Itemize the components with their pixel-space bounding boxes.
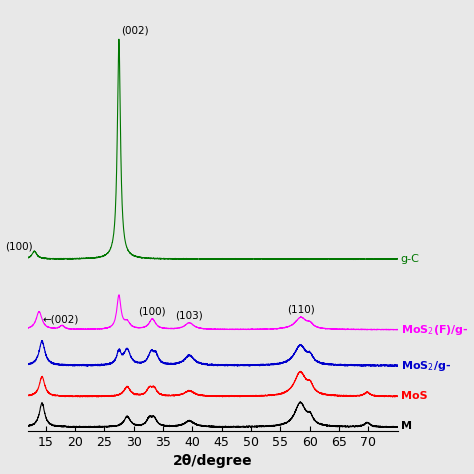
Text: g-C: g-C xyxy=(401,254,419,264)
X-axis label: 2θ/degree: 2θ/degree xyxy=(173,455,253,468)
Text: (002): (002) xyxy=(121,25,149,35)
Text: (100): (100) xyxy=(6,242,33,252)
Text: MoS$_2$/g-: MoS$_2$/g- xyxy=(401,359,451,373)
Text: (100): (100) xyxy=(138,306,166,316)
Text: MoS: MoS xyxy=(401,391,427,401)
Text: ←(002): ←(002) xyxy=(43,314,79,324)
Text: (103): (103) xyxy=(175,310,203,320)
Text: (110): (110) xyxy=(287,305,315,315)
Text: MoS$_2$(F)/g-: MoS$_2$(F)/g- xyxy=(401,323,468,337)
Text: M: M xyxy=(401,421,411,431)
